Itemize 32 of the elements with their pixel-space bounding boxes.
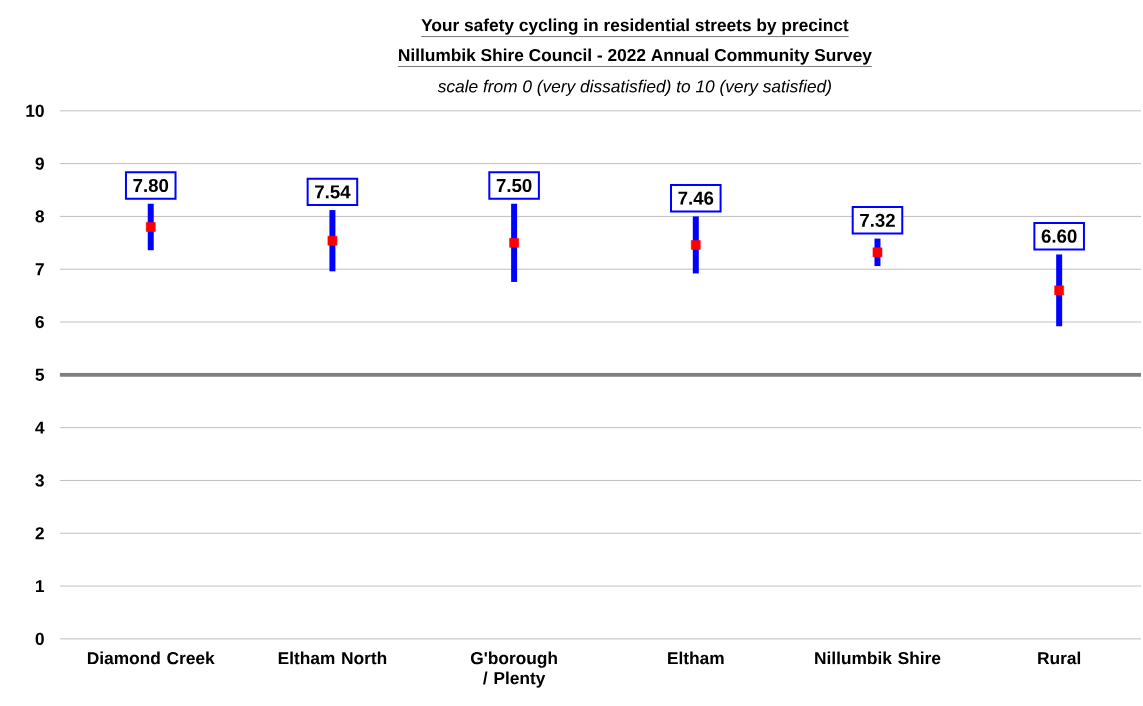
y-tick-label: 8 <box>35 210 45 223</box>
point <box>872 247 883 258</box>
x-tick-label: G'borough / Plenty <box>470 651 557 688</box>
x-tick-label: Diamond Creek <box>87 651 215 665</box>
point <box>509 238 519 248</box>
y-tick-label: 1 <box>36 580 45 593</box>
data-label: 7.80 <box>133 179 169 193</box>
x-tick-label: Eltham North <box>278 651 387 665</box>
point <box>1054 285 1064 296</box>
y-tick-label: 0 <box>35 632 44 646</box>
y-tick-label: 7 <box>35 263 44 276</box>
y-tick-label: 6 <box>35 316 44 329</box>
x-tick-label: Rural <box>1038 651 1081 665</box>
chart-subtitle: Nillumbik Shire Council - 2022 Annual Community Survey <box>399 48 872 65</box>
y-tick-label: 3 <box>35 474 44 487</box>
data-label: 7.32 <box>860 213 895 228</box>
y-tick-label: 10 <box>26 104 44 118</box>
point <box>145 222 156 232</box>
y-tick-label: 9 <box>35 157 44 170</box>
chart-title: Your safety cycling in residential streets by precinct <box>421 18 849 35</box>
y-tick-label: 5 <box>35 368 45 381</box>
y-tick-label: 2 <box>35 527 44 540</box>
data-label: 7.50 <box>496 179 532 193</box>
text: scale from 0 (very dissatisfied) to 10 (very satisfied) <box>437 79 831 97</box>
x-tick-label: Nillumbik Shire <box>815 651 941 665</box>
point <box>327 236 338 246</box>
point <box>691 240 701 250</box>
x-tick-label: Eltham <box>668 651 724 665</box>
data-label: 7.46 <box>678 191 714 205</box>
data-label: 6.60 <box>1041 229 1077 243</box>
y-tick-label: 4 <box>35 421 45 434</box>
data-label: 7.54 <box>315 185 351 199</box>
